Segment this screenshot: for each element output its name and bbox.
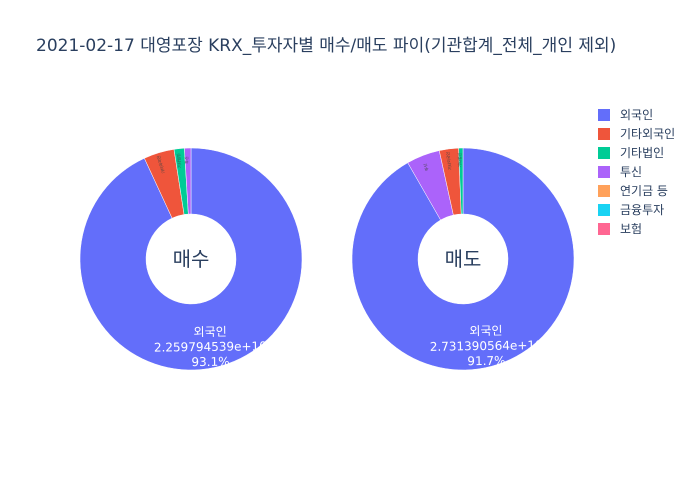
slice-label-매도-기타법인: 기타법인 — [456, 152, 462, 167]
slice-label-매도-투신: 투신 — [421, 163, 429, 172]
slice-label-매수-기타법인: 기타법인 — [175, 153, 183, 169]
pie-slice-매도-외국인[interactable] — [351, 147, 575, 371]
legend-swatch — [598, 185, 610, 197]
legend-label: 연기금 등 — [620, 184, 668, 198]
pie-slice-매수-투신[interactable] — [184, 147, 192, 215]
legend-swatch — [598, 204, 610, 216]
legend-label: 외국인 — [620, 108, 653, 122]
legend-swatch — [598, 128, 610, 140]
legend-swatch — [598, 166, 610, 178]
legend-swatch — [598, 223, 610, 235]
legend-item-외국인[interactable]: 외국인 — [598, 108, 653, 122]
slice-label-line: 외국인 — [194, 325, 227, 339]
slice-label-매수-투신: 투신 — [183, 156, 189, 164]
slice-label-매도-외국인: 외국인2.731390564e+1091.7% — [429, 323, 543, 369]
slice-label-line: 93.1% — [191, 355, 229, 369]
legend-swatch — [598, 147, 610, 159]
legend-label: 기타법인 — [620, 146, 664, 160]
slice-label-line: 외국인 — [469, 324, 502, 339]
legend-item-기타법인[interactable]: 기타법인 — [598, 146, 664, 160]
pie-slice-매수-외국인[interactable] — [79, 147, 303, 371]
legend-item-보험[interactable]: 보험 — [598, 222, 642, 236]
chart-title: 2021-02-17 대영포장 KRX_투자자별 매수/매도 파이(기관합계_전… — [36, 36, 616, 56]
legend-label: 투신 — [620, 165, 642, 179]
legend-swatch — [598, 109, 610, 121]
legend-item-기타외국인[interactable]: 기타외국인 — [598, 127, 675, 141]
legend-label: 기타외국인 — [620, 127, 675, 141]
legend-item-금융투자[interactable]: 금융투자 — [598, 203, 664, 217]
legend-item-연기금-등[interactable]: 연기금 등 — [598, 184, 668, 198]
pie-slice-매도-기타법인[interactable] — [458, 147, 464, 215]
pies: 외국인2.259794539e+1093.1%기타외국인 기타법인 투신매수외국인2… — [79, 147, 575, 371]
slice-label-매수-기타외국인: 기타외국인 — [155, 155, 166, 175]
legend-item-투신[interactable]: 투신 — [598, 165, 642, 179]
legend-label: 보험 — [620, 222, 642, 236]
slice-label-line: 2.259794539e+10 — [154, 339, 267, 354]
legend-label: 금융투자 — [620, 203, 664, 217]
slice-label-line: 2.731390564e+10 — [430, 338, 543, 354]
slice-label-매도-기타외국인: 기타외국인 — [444, 151, 452, 170]
pie-center-label-매도: 매도 — [445, 247, 482, 271]
pie-center-label-매수: 매수 — [173, 247, 210, 271]
slice-label-line: 91.7% — [467, 354, 505, 369]
slice-label-매수-외국인: 외국인2.259794539e+1093.1% — [154, 324, 267, 369]
